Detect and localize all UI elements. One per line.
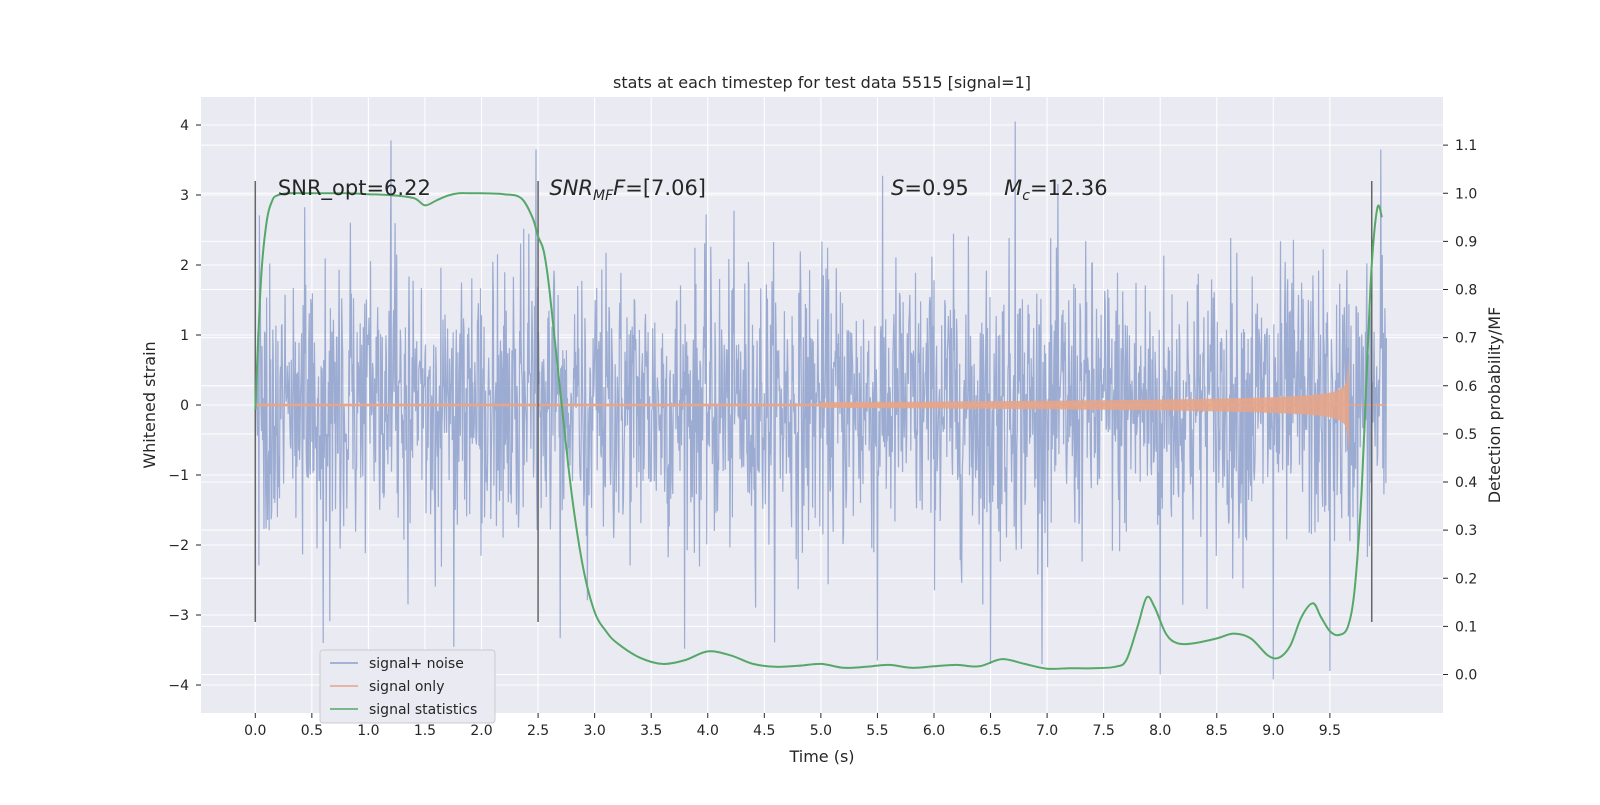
- x-tick-label: 9.5: [1319, 723, 1341, 739]
- y-right-tick-label: 0.5: [1455, 427, 1477, 443]
- annotation-part: M: [1004, 176, 1022, 200]
- y-right-axis-label: Detection probability/MF: [1485, 307, 1504, 504]
- annotation-snr-opt: SNR_opt=6.22: [278, 176, 431, 201]
- y-tick-label: 1: [180, 328, 189, 344]
- y-right-tick-label: 0.6: [1455, 379, 1477, 395]
- x-tick-label: 5.0: [810, 723, 832, 739]
- y-right-tick-label: 0.9: [1455, 234, 1477, 250]
- x-tick-label: 7.5: [1093, 723, 1115, 739]
- annotation-snr-mf: SNRMFF=[7.06]: [549, 176, 706, 204]
- x-tick-label: 6.0: [923, 723, 945, 739]
- signal-statistics-series: [254, 192, 1383, 670]
- y-tick-label: 3: [180, 188, 189, 204]
- annotation-part: c: [1022, 188, 1030, 204]
- x-tick-label: 1.0: [357, 723, 379, 739]
- annotation-part: MF: [593, 188, 614, 204]
- y-right-tick-label: 0.8: [1455, 283, 1477, 299]
- annotation-part: =0.95: [904, 176, 968, 200]
- annotation-part: SNR: [549, 176, 593, 200]
- noise-line: [254, 121, 1387, 680]
- annotation-part: SNR_opt=6.22: [278, 176, 431, 201]
- legend-label-statistics: signal statistics: [369, 702, 477, 718]
- y-right-tick-label: 1.0: [1455, 186, 1477, 202]
- y-axis-ticks: −4 −3 −2 −1 0 1 2 3 4: [168, 118, 201, 694]
- y-right-tick-label: 0.4: [1455, 475, 1477, 491]
- x-axis-ticks: 0.0 0.5 1.0 1.5 2.0 2.5 3.0 3.5 4.0 4.5 5.0 5.5 6.0 6…: [244, 713, 1341, 739]
- x-tick-label: 7.0: [1036, 723, 1058, 739]
- x-tick-label: 4.5: [753, 723, 775, 739]
- x-tick-label: 0.5: [301, 723, 323, 739]
- y-right-tick-label: 0.3: [1455, 523, 1477, 539]
- annotations: SNR_opt=6.22 SNRMFF=[7.06] S=0.95 Mc=12.36: [278, 176, 1108, 204]
- chart-title: stats at each timestep for test data 551…: [613, 73, 1031, 92]
- y-tick-label: −3: [168, 608, 189, 624]
- x-tick-label: 9.0: [1262, 723, 1284, 739]
- legend: signal+ noise signal only signal statist…: [319, 649, 496, 724]
- x-tick-label: 6.5: [979, 723, 1001, 739]
- legend-label-signal: signal only: [369, 679, 444, 695]
- y-right-axis-ticks: 0.0 0.1 0.2 0.3 0.4 0.5 0.6 0.7 0.8 0.9 1.0 1.1: [1443, 138, 1477, 684]
- annotation-part: S: [891, 176, 904, 200]
- y-tick-label: 2: [180, 258, 189, 274]
- statistics-line: [254, 192, 1383, 670]
- y-tick-label: 4: [180, 118, 189, 134]
- y-tick-label: −4: [168, 678, 189, 694]
- x-tick-label: 2.5: [527, 723, 549, 739]
- annotation-part: =12.36: [1030, 176, 1108, 200]
- noise-series: [254, 121, 1387, 680]
- y-right-tick-label: 0.2: [1455, 571, 1477, 587]
- y-tick-label: 0: [180, 398, 189, 414]
- legend-label-noise: signal+ noise: [369, 656, 464, 672]
- y-tick-label: −2: [168, 538, 189, 554]
- signal-only-series: [255, 357, 1387, 453]
- y-right-tick-label: 0.1: [1455, 619, 1477, 635]
- annotation-part: F: [613, 176, 626, 200]
- legend-box: [319, 649, 496, 724]
- x-tick-label: 3.5: [640, 723, 662, 739]
- x-tick-label: 0.0: [244, 723, 266, 739]
- annotation-chirp-mass: Mc=12.36: [1004, 176, 1108, 204]
- x-tick-label: 2.0: [470, 723, 492, 739]
- x-tick-label: 5.5: [866, 723, 888, 739]
- y-right-tick-label: 1.1: [1455, 138, 1477, 154]
- y-right-tick-label: 0.0: [1455, 668, 1477, 684]
- y-tick-label: −1: [168, 468, 189, 484]
- x-tick-label: 4.0: [697, 723, 719, 739]
- annotation-part: =[7.06]: [625, 176, 706, 200]
- y-right-tick-label: 0.7: [1455, 331, 1477, 347]
- annotation-s-stat: S=0.95: [891, 176, 969, 200]
- x-tick-label: 8.0: [1149, 723, 1171, 739]
- x-axis-label: Time (s): [788, 747, 854, 766]
- x-tick-label: 1.5: [414, 723, 436, 739]
- x-tick-label: 3.0: [584, 723, 606, 739]
- x-tick-label: 8.5: [1206, 723, 1228, 739]
- y-axis-label: Whitened strain: [140, 341, 159, 468]
